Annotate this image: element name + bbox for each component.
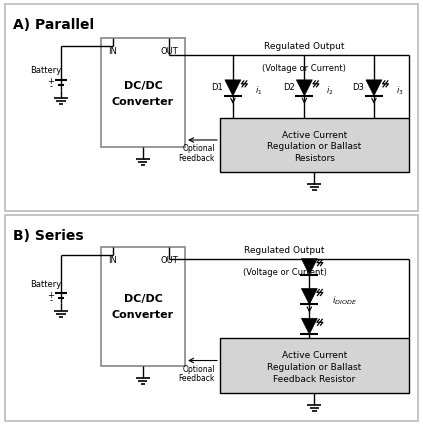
Text: D3: D3 — [352, 83, 364, 92]
Text: -: - — [49, 295, 52, 304]
Text: IN: IN — [108, 255, 117, 264]
Text: Active Current: Active Current — [282, 350, 347, 359]
Text: Converter: Converter — [112, 310, 174, 320]
Polygon shape — [302, 259, 317, 275]
Text: $i_2$: $i_2$ — [326, 84, 334, 97]
Polygon shape — [302, 319, 317, 334]
Text: $i_1$: $i_1$ — [255, 84, 262, 97]
Text: $i_{DIODE}$: $i_{DIODE}$ — [332, 294, 357, 306]
Polygon shape — [302, 289, 317, 305]
Bar — [5, 6, 418, 212]
Text: Regulated Output: Regulated Output — [244, 245, 325, 254]
Text: -: - — [49, 82, 52, 91]
Text: Optional: Optional — [182, 144, 215, 153]
Text: Feedback Resistor: Feedback Resistor — [273, 374, 355, 383]
Text: +: + — [48, 77, 55, 86]
Text: +: + — [48, 290, 55, 299]
Polygon shape — [366, 81, 382, 97]
Text: Battery: Battery — [30, 66, 62, 75]
Text: DC/DC: DC/DC — [124, 81, 162, 91]
Bar — [220, 338, 409, 393]
Text: (Voltage or Current): (Voltage or Current) — [242, 267, 327, 276]
Text: OUT: OUT — [160, 255, 178, 264]
Text: Feedback: Feedback — [179, 374, 215, 383]
Text: Regulation or Ballast: Regulation or Ballast — [267, 362, 361, 371]
Text: D2: D2 — [283, 83, 294, 92]
Text: Active Current: Active Current — [282, 130, 347, 139]
Text: A) Parallel: A) Parallel — [13, 18, 94, 32]
Text: Battery: Battery — [30, 279, 62, 288]
Text: Feedback: Feedback — [179, 153, 215, 162]
Text: Optional: Optional — [182, 364, 215, 373]
Bar — [5, 216, 418, 420]
Text: DC/DC: DC/DC — [124, 294, 162, 304]
Polygon shape — [225, 81, 241, 97]
Text: Converter: Converter — [112, 97, 174, 106]
Text: Regulation or Ballast: Regulation or Ballast — [267, 142, 361, 151]
Text: B) Series: B) Series — [13, 228, 84, 242]
Polygon shape — [297, 81, 312, 97]
Text: Regulated Output: Regulated Output — [264, 42, 345, 51]
Bar — [220, 118, 409, 173]
Text: (Voltage or Current): (Voltage or Current) — [262, 64, 346, 73]
Bar — [101, 247, 185, 366]
Bar — [101, 39, 185, 148]
Text: $i_3$: $i_3$ — [396, 84, 404, 97]
Text: D1: D1 — [211, 83, 223, 92]
Text: OUT: OUT — [160, 47, 178, 56]
Text: IN: IN — [108, 47, 117, 56]
Text: Resistors: Resistors — [294, 154, 335, 163]
